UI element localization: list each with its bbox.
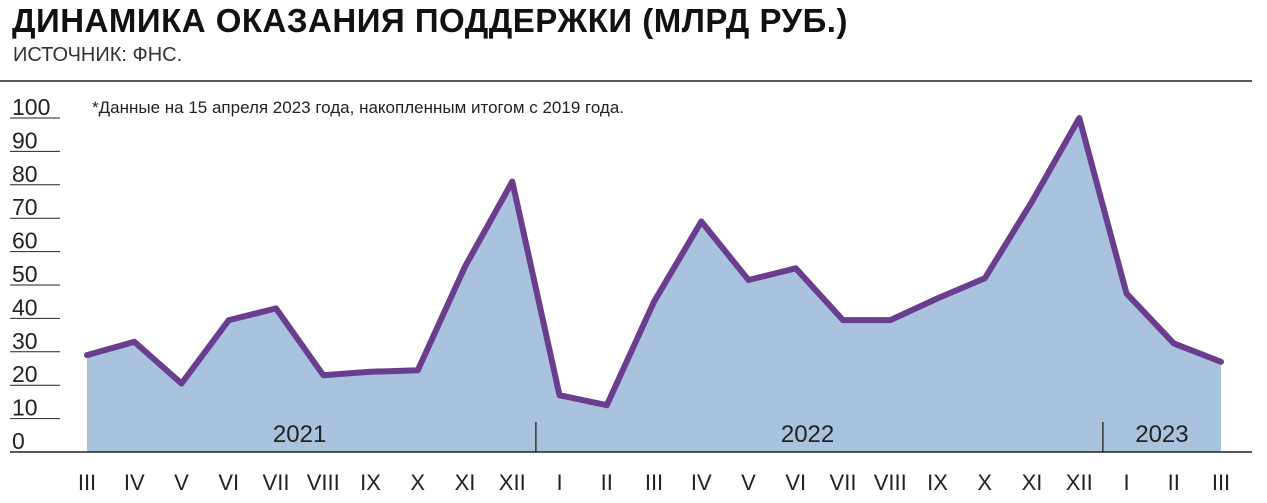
chart-source: ИСТОЧНИК: ФНС. <box>13 44 183 66</box>
x-tick-label: VII <box>263 470 290 495</box>
area-fill <box>87 118 1221 452</box>
year-dividers <box>535 422 1104 452</box>
y-tick-label: 100 <box>12 94 50 120</box>
x-tick-label: VI <box>785 470 806 495</box>
y-tick-label: 60 <box>12 228 38 254</box>
y-tick-label: 30 <box>12 328 38 354</box>
x-tick-label: VIII <box>307 470 340 495</box>
x-tick-label: XII <box>499 470 526 495</box>
y-tick-label: 50 <box>12 261 38 287</box>
x-tick-label: XI <box>455 470 476 495</box>
x-tick-label: VIII <box>874 470 907 495</box>
x-tick-label: IX <box>927 470 948 495</box>
x-tick-label: III <box>645 470 663 495</box>
series-line <box>84 115 1224 409</box>
x-tick-label: X <box>977 470 992 495</box>
y-tick-label: 20 <box>12 361 38 387</box>
year-label: 2022 <box>781 421 834 448</box>
x-tick-label: II <box>601 470 613 495</box>
y-tick-label: 70 <box>12 194 38 220</box>
x-tick-label: III <box>1212 470 1230 495</box>
chart-note: *Данные на 15 апреля 2023 года, накоплен… <box>92 98 624 117</box>
x-tick-label: XI <box>1022 470 1043 495</box>
x-tick-labels: III IV V VI VII VIII IX X XI XII I II III IV V VI VII VII… <box>78 470 1230 495</box>
y-tick-label: 40 <box>12 294 38 320</box>
x-tick-label: IX <box>360 470 381 495</box>
year-label: 2021 <box>273 421 326 448</box>
x-tick-label: XII <box>1066 470 1093 495</box>
x-tick-label: IV <box>124 470 145 495</box>
x-tick-label: VI <box>218 470 239 495</box>
y-tick-labels: 0 10 20 30 40 50 60 70 80 90 100 <box>12 94 50 454</box>
year-label: 2023 <box>1135 421 1188 448</box>
x-tick-label: V <box>174 470 189 495</box>
y-tick-label: 0 <box>12 428 25 454</box>
x-tick-label: III <box>78 470 96 495</box>
year-labels: 2021 2022 2023 <box>273 421 1189 448</box>
y-tick-label: 90 <box>12 127 38 153</box>
y-tick-label: 80 <box>12 161 38 187</box>
x-tick-label: IV <box>691 470 712 495</box>
chart-title: ДИНАМИКА ОКАЗАНИЯ ПОДДЕРЖКИ (МЛРД РУБ.) <box>12 2 848 39</box>
y-gridlines <box>10 117 60 420</box>
x-tick-label: X <box>410 470 425 495</box>
x-tick-label: I <box>1123 470 1129 495</box>
x-tick-label: VII <box>830 470 857 495</box>
x-tick-label: I <box>556 470 562 495</box>
y-tick-label: 10 <box>12 395 38 421</box>
x-tick-label: II <box>1168 470 1180 495</box>
x-tick-label: V <box>741 470 756 495</box>
